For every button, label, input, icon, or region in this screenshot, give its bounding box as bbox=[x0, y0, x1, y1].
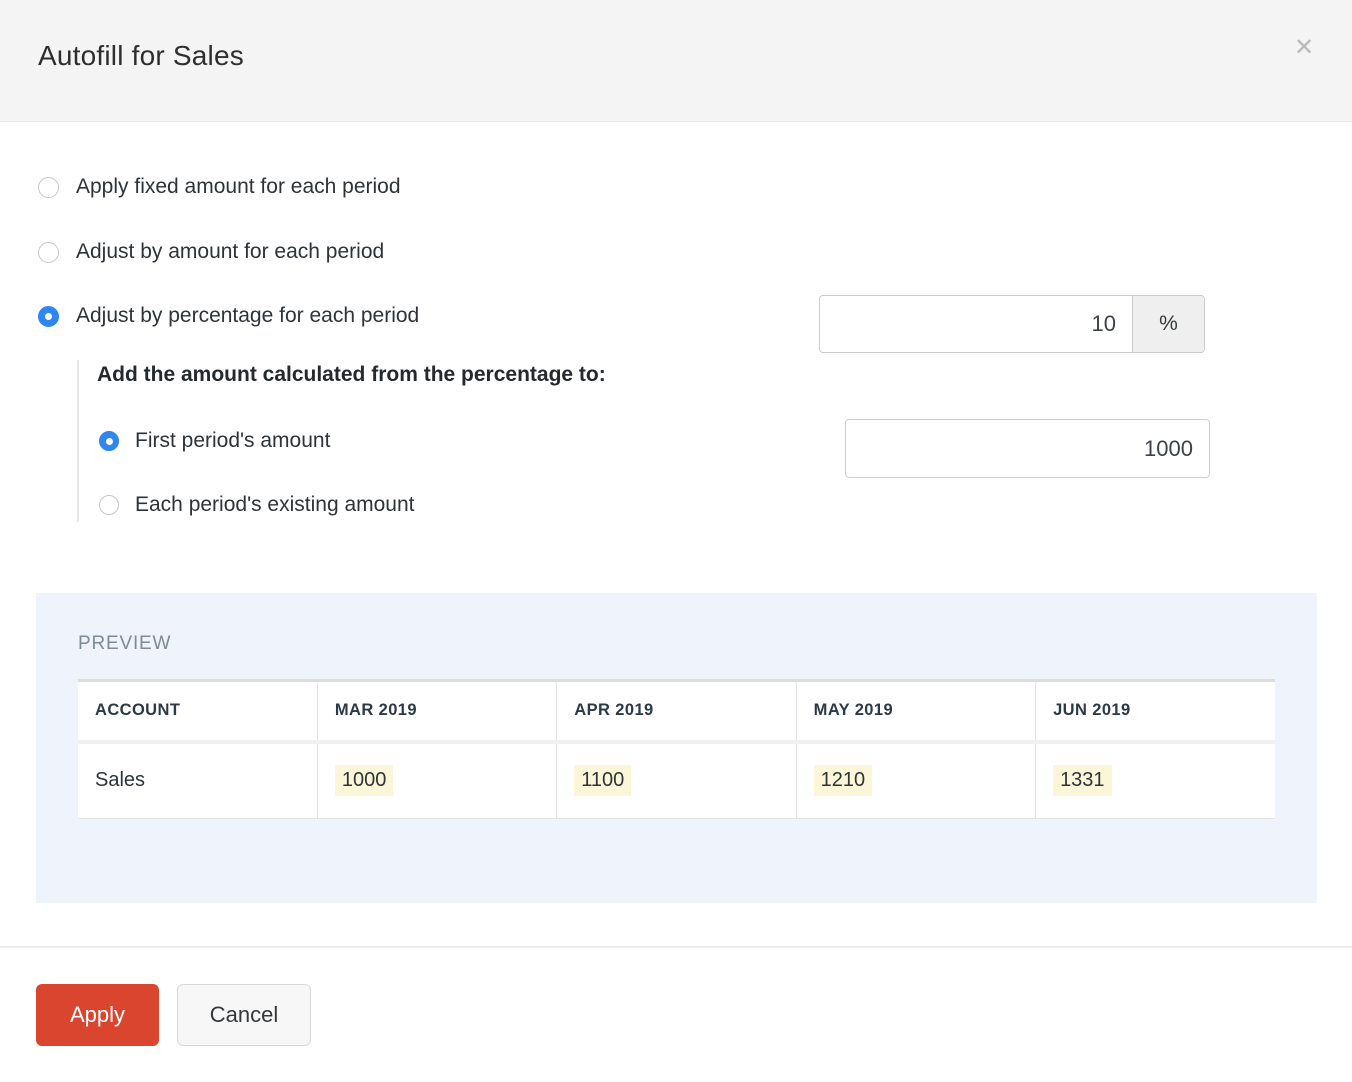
close-icon[interactable]: ✕ bbox=[1293, 34, 1315, 61]
radio-icon[interactable] bbox=[99, 495, 119, 515]
value-cell-mar: 1000 bbox=[316, 741, 557, 819]
apply-button[interactable]: Apply bbox=[36, 984, 159, 1046]
value-cell-may: 1210 bbox=[795, 741, 1036, 819]
option-first-period-amount[interactable]: First period's amount bbox=[99, 428, 330, 454]
highlighted-value: 1100 bbox=[574, 765, 632, 797]
option-label[interactable]: Adjust by amount for each period bbox=[76, 240, 385, 263]
sub-section-heading: Add the amount calculated from the perce… bbox=[97, 363, 606, 386]
column-header-may-2019: MAY 2019 bbox=[795, 680, 1036, 744]
percentage-input[interactable] bbox=[820, 296, 1132, 352]
table-header-row: ACCOUNT MAR 2019 APR 2019 MAY 2019 JUN 2… bbox=[78, 680, 1275, 744]
option-each-period-existing-amount[interactable]: Each period's existing amount bbox=[99, 492, 415, 518]
cancel-button[interactable]: Cancel bbox=[177, 984, 311, 1046]
highlighted-value: 1331 bbox=[1053, 765, 1112, 797]
preview-label: PREVIEW bbox=[78, 633, 172, 654]
indent-guide-line bbox=[77, 360, 79, 522]
option-label[interactable]: Adjust by percentage for each period bbox=[76, 304, 420, 327]
column-header-apr-2019: APR 2019 bbox=[556, 680, 797, 744]
option-label[interactable]: First period's amount bbox=[135, 429, 331, 452]
preview-table: ACCOUNT MAR 2019 APR 2019 MAY 2019 JUN 2… bbox=[78, 679, 1275, 819]
preview-panel: PREVIEW ACCOUNT MAR 2019 APR 2019 MAY 20… bbox=[36, 593, 1317, 903]
highlighted-value: 1210 bbox=[813, 765, 873, 797]
option-label[interactable]: Apply fixed amount for each period bbox=[76, 175, 401, 198]
percentage-input-group: % bbox=[819, 295, 1205, 353]
column-header-mar-2019: MAR 2019 bbox=[316, 680, 557, 744]
radio-icon-selected[interactable] bbox=[99, 431, 119, 451]
value-cell-apr: 1100 bbox=[556, 741, 797, 819]
radio-icon[interactable] bbox=[38, 241, 59, 263]
column-header-account: ACCOUNT bbox=[78, 680, 318, 744]
option-apply-fixed-amount[interactable]: Apply fixed amount for each period bbox=[38, 174, 401, 200]
radio-icon[interactable] bbox=[38, 176, 59, 198]
account-cell: Sales bbox=[78, 741, 318, 819]
highlighted-value: 1000 bbox=[334, 765, 394, 797]
radio-icon-selected[interactable] bbox=[38, 305, 59, 327]
option-adjust-by-percentage[interactable]: Adjust by percentage for each period bbox=[38, 303, 419, 329]
base-amount-input[interactable] bbox=[845, 419, 1210, 478]
option-label[interactable]: Each period's existing amount bbox=[135, 493, 415, 516]
footer-divider bbox=[0, 946, 1352, 948]
dialog-title: Autofill for Sales bbox=[38, 40, 244, 71]
table-row: Sales 1000 1100 1210 1331 bbox=[78, 741, 1275, 819]
option-adjust-by-amount[interactable]: Adjust by amount for each period bbox=[38, 239, 384, 265]
value-cell-jun: 1331 bbox=[1035, 741, 1275, 819]
percent-suffix: % bbox=[1132, 296, 1204, 352]
dialog-header: Autofill for Sales ✕ bbox=[0, 0, 1352, 122]
column-header-jun-2019: JUN 2019 bbox=[1035, 680, 1275, 744]
